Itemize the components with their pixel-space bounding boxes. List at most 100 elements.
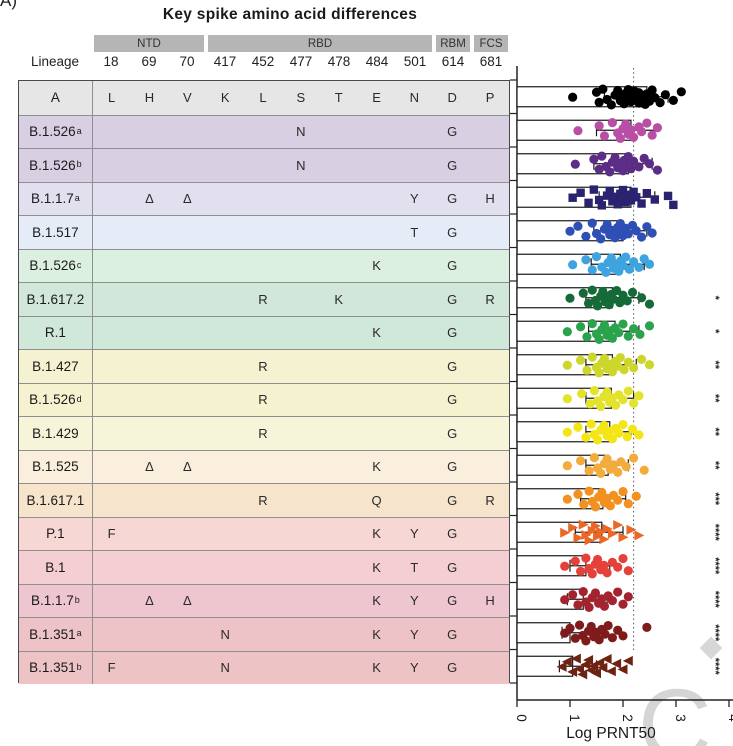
aa-cell-69 — [131, 618, 169, 651]
scatter-point — [614, 428, 624, 438]
aa-cell-614: G — [447, 660, 458, 676]
scatter-point — [618, 395, 628, 405]
aa-cell-681: R — [485, 492, 495, 508]
scatter-point — [577, 669, 588, 680]
scatter-point — [574, 620, 585, 630]
scatter-point — [608, 197, 617, 206]
scatter-point — [568, 260, 578, 270]
x-axis-title: Log PRNT50 — [566, 725, 656, 742]
aa-cell-484: K — [372, 526, 381, 542]
scatter-point — [581, 636, 591, 646]
aa-cell-477 — [282, 283, 320, 316]
scatter-point — [605, 666, 616, 677]
aa-cell-681 — [471, 451, 509, 484]
aa-cell-477 — [282, 618, 320, 651]
scatter-point — [568, 522, 579, 533]
aa-cell-501: Y — [410, 626, 419, 642]
aa-cell-452: R — [258, 358, 268, 374]
aa-cell-614: G — [447, 526, 458, 542]
scatter-point — [655, 98, 665, 108]
scatter-point — [573, 532, 584, 543]
scatter-point — [618, 532, 629, 543]
scatter-point — [644, 259, 655, 269]
aa-cell-478 — [320, 585, 358, 618]
aa-cell-417 — [206, 149, 244, 182]
scatter-point — [565, 226, 575, 236]
scatter-point — [607, 528, 618, 539]
scatter-point — [562, 427, 572, 437]
scatter-point — [626, 196, 636, 205]
aa-cell-417 — [206, 216, 244, 249]
scatter-point — [644, 321, 655, 331]
position-header-614: 614 — [441, 54, 465, 69]
scatter-point — [597, 487, 607, 498]
aa-cell-69: Δ — [145, 593, 154, 609]
scatter-point — [622, 296, 632, 306]
aa-cell-501 — [395, 149, 433, 182]
significance-label: **** — [709, 524, 721, 542]
aa-cell-477: N — [296, 124, 306, 140]
aa-cell-417 — [206, 183, 244, 216]
aa-cell-501 — [395, 484, 433, 517]
aa-cell-477 — [282, 350, 320, 383]
aa-cell-417 — [206, 551, 244, 584]
scatter-point — [613, 587, 623, 597]
scatter-point — [560, 595, 570, 605]
scatter-point — [611, 658, 622, 669]
aa-cell-69 — [131, 417, 169, 450]
aa-cell-501 — [395, 384, 433, 417]
aa-cell-417 — [206, 384, 244, 417]
aa-cell-681 — [471, 216, 509, 249]
figure-title: Key spike amino acid differences — [162, 6, 418, 23]
scatter-point — [623, 386, 633, 396]
aa-cell-681 — [471, 116, 509, 149]
aa-cell-18 — [93, 350, 131, 383]
scatter-point — [647, 228, 657, 238]
scatter-point — [584, 466, 594, 476]
aa-cell-478 — [320, 451, 358, 484]
x-tick-label: 4 — [726, 714, 733, 722]
aa-cell-614: G — [447, 459, 458, 475]
scatter-point — [624, 264, 634, 274]
scatter-point — [565, 293, 575, 303]
table-row: B.1.427 R G — [19, 349, 509, 383]
scatter-point — [621, 119, 631, 129]
position-header-478: 478 — [327, 54, 351, 69]
aa-cell-681 — [471, 317, 509, 350]
scatter-point — [644, 159, 655, 169]
scatter-point — [573, 422, 583, 432]
aa-cell-477 — [282, 417, 320, 450]
scatter-point — [576, 322, 586, 332]
region-header-bars: NTD RBD RBM FCS — [18, 35, 510, 52]
aa-cell-478 — [320, 183, 358, 216]
scatter-point — [629, 398, 639, 408]
aa-cell-70 — [168, 317, 206, 350]
scatter-point — [578, 288, 588, 298]
lineage-label: B.1.517 — [19, 216, 93, 249]
aa-cell-69 — [131, 250, 169, 283]
aa-cell-417 — [206, 250, 244, 283]
scatter-point — [578, 519, 589, 530]
scatter-point — [642, 118, 652, 128]
scatter-point — [583, 654, 594, 665]
scatter-point — [635, 329, 645, 339]
significance-label: **** — [709, 658, 721, 676]
aa-cell-417 — [206, 116, 244, 149]
aa-cell-452: L — [259, 90, 267, 106]
scatter-point — [599, 534, 610, 545]
table-row: B.1.526 a N G — [19, 114, 509, 149]
scatter-point — [613, 85, 623, 96]
aa-cell-614: G — [447, 559, 458, 575]
aa-cell-452 — [244, 116, 282, 149]
scatter-point — [644, 299, 655, 309]
scatter-point — [629, 187, 638, 197]
scatter-point — [589, 185, 599, 194]
aa-cell-417: N — [220, 660, 230, 676]
scatter-point — [637, 199, 646, 208]
position-header-477: 477 — [289, 54, 313, 69]
aa-cell-18 — [93, 384, 131, 417]
aa-cell-18: F — [107, 660, 116, 676]
lineage-label: B.1.351 b — [19, 651, 93, 684]
scatter-point — [668, 95, 678, 105]
